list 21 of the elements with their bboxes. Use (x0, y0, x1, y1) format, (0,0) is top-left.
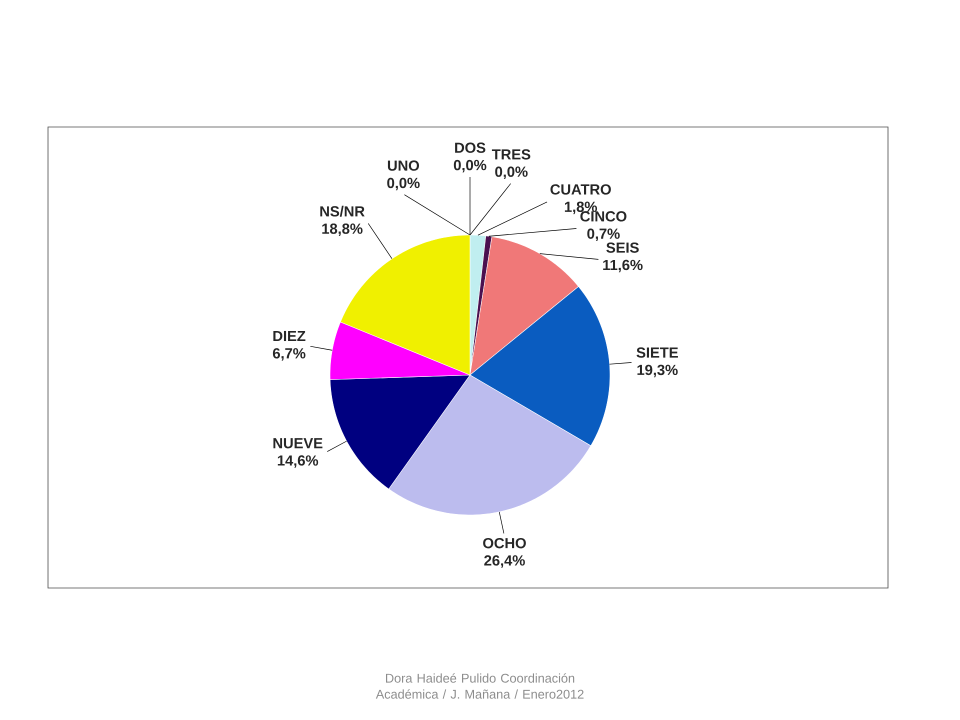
slice-label: DIEZ (273, 330, 306, 342)
category-label: UNO (388, 160, 420, 171)
text: 0,0% (495, 166, 528, 180)
text: 0,0% (454, 160, 486, 172)
data-label: 11,6% (603, 260, 643, 272)
category-label: TRES (492, 149, 530, 160)
text: Dora Haideé Pulido Coordinación Académica / J. Mañana / Enero2012 (376, 673, 584, 699)
slice-label: NS/NR (320, 206, 365, 217)
slice-label: OCHO (483, 538, 526, 548)
data-label: 6,7% (272, 348, 306, 361)
slice-label: CUATRO (550, 184, 611, 195)
category-label: DOS (455, 142, 486, 153)
data-label: 14,6% (278, 455, 318, 468)
data-label: 18,8% (322, 224, 363, 236)
data-label: 0,7% (587, 228, 620, 242)
data-label: 19,3% (637, 364, 678, 378)
slice-label: NUEVE (273, 438, 322, 448)
data-label: 26,4% (484, 555, 525, 568)
text: 0,0% (387, 178, 420, 190)
slice-label: SEIS (606, 242, 639, 253)
slice-label: SIETE (636, 347, 678, 358)
